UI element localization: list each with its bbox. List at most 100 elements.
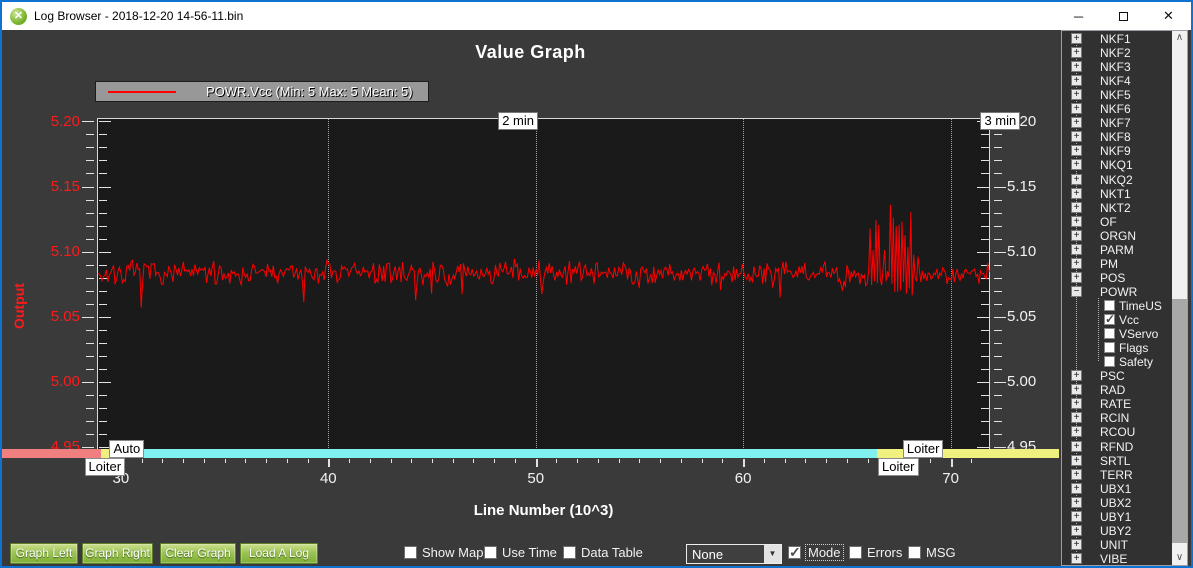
tree-item-nkf3[interactable]: + NKF3 [1062, 60, 1170, 74]
expand-icon[interactable]: + [1071, 117, 1082, 129]
tree-item-ubx2[interactable]: + UBX2 [1062, 496, 1170, 510]
tree-item-label[interactable]: NKF2 [1100, 46, 1131, 61]
tree-item-nkf7[interactable]: + NKF7 [1062, 116, 1170, 130]
tree-item-safety[interactable]: Safety [1062, 355, 1170, 369]
expand-icon[interactable]: + [1071, 398, 1082, 410]
show-map-checkbox[interactable] [404, 546, 417, 559]
tree-item-flags[interactable]: Flags [1062, 341, 1170, 355]
load-a-log-button[interactable]: Load A Log [240, 543, 318, 564]
tree-item-label[interactable]: UBX2 [1100, 495, 1132, 510]
expand-icon[interactable]: + [1071, 103, 1082, 115]
tree-item-ubx1[interactable]: + UBX1 [1062, 482, 1170, 496]
tree-item-rad[interactable]: + RAD [1062, 383, 1170, 397]
field-label[interactable]: Safety [1119, 355, 1154, 370]
tree-item-vcc[interactable]: ✓ Vcc [1062, 312, 1170, 327]
expand-icon[interactable]: + [1071, 131, 1082, 143]
tree-item-label[interactable]: POWR [1100, 284, 1138, 299]
msg-label[interactable]: MSG [926, 545, 956, 560]
tree-item-psc[interactable]: + PSC [1062, 369, 1170, 383]
use-time-checkbox[interactable] [484, 546, 497, 559]
tree-item-nkf8[interactable]: + NKF8 [1062, 130, 1170, 144]
tree-item-nkf9[interactable]: + NKF9 [1062, 144, 1170, 158]
field-label[interactable]: Flags [1119, 341, 1149, 356]
tree-item-rcin[interactable]: + RCIN [1062, 411, 1170, 425]
tree-item-nkf5[interactable]: + NKF5 [1062, 88, 1170, 102]
expand-icon[interactable]: + [1071, 243, 1082, 255]
errors-label[interactable]: Errors [867, 545, 903, 560]
field-checkbox-vservo[interactable] [1104, 328, 1115, 340]
expand-icon[interactable]: + [1071, 510, 1082, 522]
tree-item-label[interactable]: NKQ1 [1100, 158, 1133, 173]
data-table-checkbox[interactable] [563, 546, 576, 559]
tree-item-label[interactable]: NKF4 [1100, 74, 1131, 89]
minimize-button[interactable]: ─ [1073, 8, 1084, 24]
tree-item-label[interactable]: OF [1100, 214, 1117, 229]
tree-item-label[interactable]: UBY1 [1100, 509, 1132, 524]
tree-scrollbar[interactable]: ∧ ∨ [1172, 31, 1187, 565]
tree-item-label[interactable]: RCIN [1100, 411, 1130, 426]
legend[interactable]: POWR.Vcc (Min: 5 Max: 5 Mean: 5) [95, 81, 429, 102]
tree-item-label[interactable]: UBY2 [1100, 523, 1132, 538]
msg-checkbox[interactable] [908, 546, 921, 559]
field-checkbox-timeus[interactable] [1104, 300, 1115, 311]
expand-icon[interactable]: + [1071, 187, 1082, 199]
close-button[interactable]: ✕ [1163, 8, 1174, 23]
expand-icon[interactable]: + [1071, 47, 1082, 59]
expand-icon[interactable]: + [1071, 257, 1082, 269]
tree-item-vibe[interactable]: + VIBE [1062, 552, 1170, 565]
expand-icon[interactable]: + [1071, 482, 1082, 494]
tree-item-uby2[interactable]: + UBY2 [1062, 524, 1170, 538]
tree-item-label[interactable]: NKF3 [1100, 60, 1131, 75]
scroll-down-icon[interactable]: ∨ [1172, 551, 1187, 565]
expand-icon[interactable]: + [1071, 145, 1082, 157]
tree-item-uby1[interactable]: + UBY1 [1062, 510, 1170, 524]
title-bar[interactable]: ✕ Log Browser - 2018-12-20 14-56-11.bin … [2, 2, 1191, 30]
tree-item-nkf2[interactable]: + NKF2 [1062, 46, 1170, 60]
tree-item-label[interactable]: PARM [1100, 242, 1134, 257]
tree-item-label[interactable]: NKT1 [1100, 186, 1131, 201]
mode-label[interactable]: Mode [805, 544, 844, 561]
tree-item-label[interactable]: NKF9 [1100, 144, 1131, 159]
tree-item-nkf1[interactable]: + NKF1 [1062, 32, 1170, 46]
tree-item-rfnd[interactable]: + RFND [1062, 440, 1170, 454]
tree-item-nkt1[interactable]: + NKT1 [1062, 187, 1170, 201]
expand-icon[interactable]: + [1071, 538, 1082, 550]
field-label[interactable]: TimeUS [1119, 299, 1162, 313]
graph-right-button[interactable]: Graph Right [82, 543, 153, 564]
tree-item-label[interactable]: ORGN [1100, 228, 1136, 243]
tree-item-label[interactable]: SRTL [1100, 453, 1131, 468]
tree-item-rate[interactable]: + RATE [1062, 397, 1170, 411]
tree-item-nkq2[interactable]: + NKQ2 [1062, 173, 1170, 187]
scrollbar-thumb[interactable] [1172, 299, 1187, 543]
log-field-tree[interactable]: + NKF1 + NKF2 + NKF3 + NKF4 + NKF5 + NKF6 + NKF7 + NKF8… [1061, 30, 1188, 566]
field-label[interactable]: VServo [1119, 327, 1159, 342]
expand-icon[interactable]: + [1071, 552, 1082, 564]
tree-item-powr[interactable]: − POWR [1062, 285, 1170, 299]
tree-item-label[interactable]: POS [1100, 270, 1126, 285]
tree-item-label[interactable]: RCOU [1100, 425, 1136, 440]
tree-item-label[interactable]: NKQ2 [1100, 172, 1133, 187]
tree-item-label[interactable]: RAD [1100, 383, 1126, 398]
use-time-label[interactable]: Use Time [502, 545, 557, 560]
expand-icon[interactable]: + [1071, 496, 1082, 508]
expand-icon[interactable]: + [1071, 426, 1082, 438]
expand-icon[interactable]: + [1071, 370, 1082, 382]
expand-icon[interactable]: + [1071, 229, 1082, 241]
expand-icon[interactable]: + [1071, 201, 1082, 213]
expand-icon[interactable]: + [1071, 384, 1082, 396]
tree-item-of[interactable]: + OF [1062, 215, 1170, 229]
tree-item-nkq1[interactable]: + NKQ1 [1062, 158, 1170, 172]
tree-item-label[interactable]: UBX1 [1100, 481, 1132, 496]
tree-item-orgn[interactable]: + ORGN [1062, 229, 1170, 243]
tree-item-terr[interactable]: + TERR [1062, 468, 1170, 482]
tree-item-label[interactable]: NKF6 [1100, 102, 1131, 117]
expand-icon[interactable]: + [1071, 412, 1082, 424]
expand-icon[interactable]: + [1071, 75, 1082, 87]
tree-item-label[interactable]: PM [1100, 256, 1118, 271]
graph-left-button[interactable]: Graph Left [10, 543, 78, 564]
mode-filter-dropdown[interactable]: None ▼ [686, 544, 782, 564]
expand-icon[interactable]: + [1071, 454, 1082, 466]
clear-graph-button[interactable]: Clear Graph [160, 543, 236, 564]
maximize-button[interactable] [1101, 2, 1146, 30]
tree-item-unit[interactable]: + UNIT [1062, 538, 1170, 552]
